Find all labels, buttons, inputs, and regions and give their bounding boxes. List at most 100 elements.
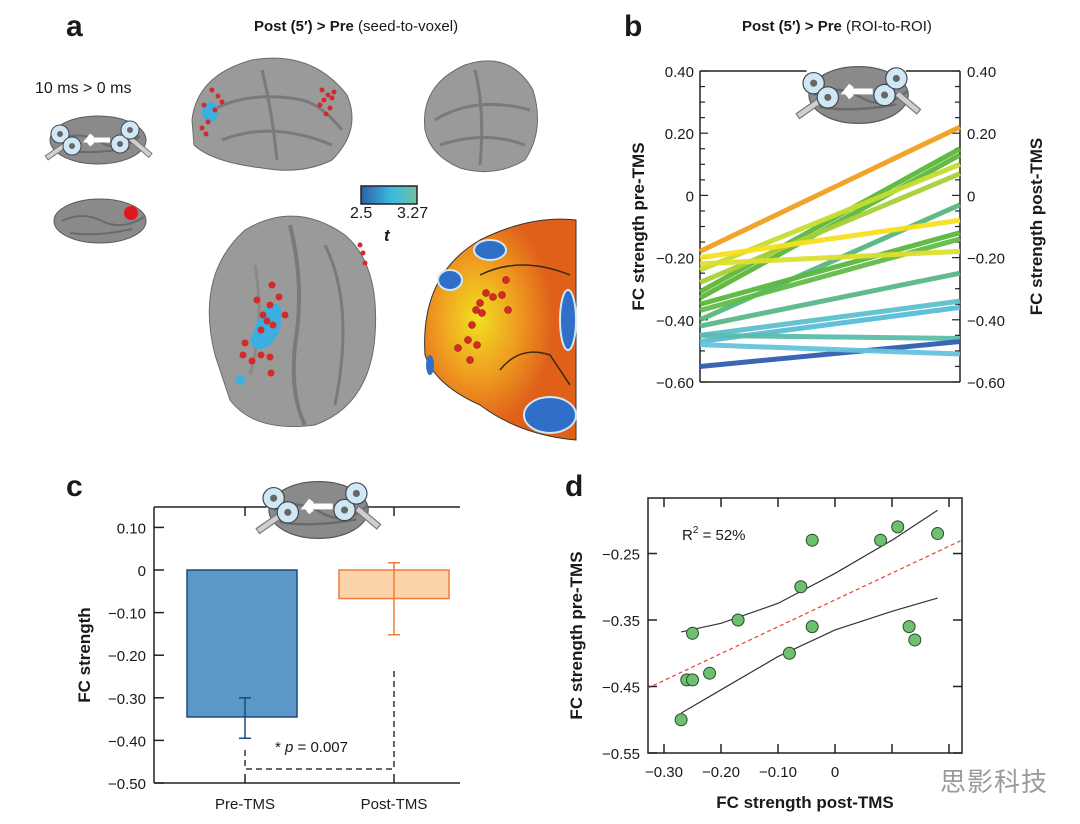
d-scatter-point bbox=[908, 633, 922, 647]
seed-marker bbox=[124, 206, 138, 220]
d-scatter-point bbox=[674, 713, 688, 727]
d-ytick-label: −0.25 bbox=[602, 547, 640, 564]
b-left-tick-label: −0.60 bbox=[656, 375, 694, 392]
c-p-value-annotation: * p = 0.007 bbox=[275, 739, 348, 756]
t-colorbar bbox=[360, 185, 418, 205]
c-ytick-label: −0.40 bbox=[108, 733, 146, 750]
d-regression-line bbox=[646, 540, 961, 690]
b-series-line bbox=[699, 230, 961, 307]
d-ytick-label: −0.35 bbox=[602, 613, 640, 630]
d-scatter-point bbox=[782, 646, 796, 660]
b-right-tick-label: −0.40 bbox=[967, 313, 1005, 330]
tms-brain-icon-a bbox=[44, 115, 153, 165]
seed-brain-icon bbox=[53, 198, 147, 244]
b-left-tick-label: −0.40 bbox=[656, 313, 694, 330]
c-p-symbol: p bbox=[284, 739, 293, 756]
d-xtick-label: 0 bbox=[831, 764, 839, 781]
b-left-tick-label: 0 bbox=[686, 188, 694, 205]
b-series-line bbox=[698, 124, 962, 254]
b-right-tick-label: 0.40 bbox=[967, 64, 996, 81]
d-scatter-point bbox=[703, 666, 717, 680]
c-xtick-label: Post-TMS bbox=[361, 796, 428, 813]
b-series-line bbox=[699, 342, 961, 357]
c-bar bbox=[186, 569, 298, 718]
tms-brain-icon-c bbox=[255, 474, 382, 541]
d-ytick-label: −0.55 bbox=[602, 746, 640, 763]
colorbar-max-label: 3.27 bbox=[397, 205, 429, 222]
b-series-line bbox=[699, 236, 961, 313]
panel-c-letter: c bbox=[66, 470, 83, 503]
d-scatter-point bbox=[891, 520, 905, 534]
b-right-tick-label: 0 bbox=[967, 188, 975, 205]
b-right-tick-label: 0.20 bbox=[967, 126, 996, 143]
tms-brain-icon-b bbox=[795, 61, 922, 124]
d-scatter-point bbox=[805, 620, 819, 634]
b-series-line bbox=[699, 298, 961, 338]
d-scatter-point bbox=[874, 533, 888, 547]
contrast-label: 10 ms > 0 ms bbox=[35, 80, 132, 97]
c-p-text: = 0.007 bbox=[293, 739, 348, 756]
b-series-line bbox=[699, 332, 961, 341]
d-scatter-point bbox=[902, 620, 916, 634]
c-ytick-label: −0.50 bbox=[108, 776, 146, 793]
d-xlabel: FC strength post-TMS bbox=[716, 793, 894, 812]
d-xtick-label: −0.30 bbox=[645, 764, 683, 781]
panel-a-title-bold: Post (5′) > Pre bbox=[254, 18, 354, 35]
panel-b-title-bold: Post (5′) > Pre bbox=[742, 18, 842, 35]
c-ytick-label: −0.20 bbox=[108, 648, 146, 665]
d-ytick-label: −0.45 bbox=[602, 680, 640, 697]
b-left-tick-label: −0.20 bbox=[656, 251, 694, 268]
c-ylabel: FC strength bbox=[75, 607, 94, 702]
panel-a-title-rest: (seed-to-voxel) bbox=[353, 18, 459, 35]
b-ylabel-right: FC strength post-TMS bbox=[1027, 138, 1046, 316]
b-series-line bbox=[698, 146, 962, 295]
d-plot-frame bbox=[647, 497, 963, 754]
d-xtick-label: −0.10 bbox=[759, 764, 797, 781]
d-scatter-point bbox=[794, 580, 808, 594]
brain-lateral-left bbox=[191, 57, 353, 171]
b-right-tick-label: −0.20 bbox=[967, 251, 1005, 268]
b-left-tick-label: 0.40 bbox=[665, 64, 694, 81]
d-r2-annotation: R2 = 52% bbox=[682, 525, 746, 544]
c-ytick-label: 0.10 bbox=[117, 520, 146, 537]
b-left-tick-label: 0.20 bbox=[665, 126, 694, 143]
d-scatter-point bbox=[731, 613, 745, 627]
c-ytick-label: −0.10 bbox=[108, 606, 146, 623]
panel-a-title: Post (5′) > Pre (seed-to-voxel) bbox=[254, 18, 458, 35]
panel-b-letter: b bbox=[624, 10, 643, 43]
d-xtick-label: −0.20 bbox=[702, 764, 740, 781]
c-ytick-label: 0 bbox=[138, 563, 146, 580]
panel-d-letter: d bbox=[565, 470, 584, 503]
brain-lateral-right bbox=[424, 60, 538, 173]
b-series-line bbox=[699, 248, 961, 267]
brain-inflated-heatmap bbox=[424, 218, 577, 441]
c-significance-bracket bbox=[244, 670, 395, 770]
panel-a-letter: a bbox=[66, 10, 83, 43]
colorbar-stat-label: t bbox=[384, 226, 390, 245]
panel-b-title: Post (5′) > Pre (ROI-to-ROI) bbox=[742, 18, 932, 35]
d-r2-symbol: R bbox=[682, 527, 693, 544]
d-scatter-point bbox=[686, 626, 699, 640]
b-series-line bbox=[699, 270, 961, 329]
b-series-line bbox=[699, 171, 961, 285]
c-star: * bbox=[275, 739, 285, 756]
d-scatter-point bbox=[686, 673, 699, 687]
colorbar-min-label: 2.5 bbox=[350, 205, 373, 222]
b-series-line bbox=[699, 339, 961, 369]
d-ylabel: FC strength pre-TMS bbox=[567, 551, 586, 719]
panel-b-title-rest: (ROI-to-ROI) bbox=[841, 18, 932, 35]
b-right-tick-label: −0.60 bbox=[967, 375, 1005, 392]
brain-frontal-view bbox=[208, 215, 377, 428]
d-ci-lower bbox=[680, 597, 938, 714]
d-scatter-point bbox=[931, 527, 945, 541]
watermark: 思影科技 bbox=[940, 767, 1049, 797]
c-xtick-label: Pre-TMS bbox=[215, 796, 275, 813]
d-r2-superscript: 2 bbox=[693, 525, 699, 536]
d-scatter-point bbox=[805, 533, 819, 547]
b-series-line bbox=[699, 217, 961, 261]
c-ytick-label: −0.30 bbox=[108, 691, 146, 708]
d-r2-value: = 52% bbox=[698, 527, 745, 544]
